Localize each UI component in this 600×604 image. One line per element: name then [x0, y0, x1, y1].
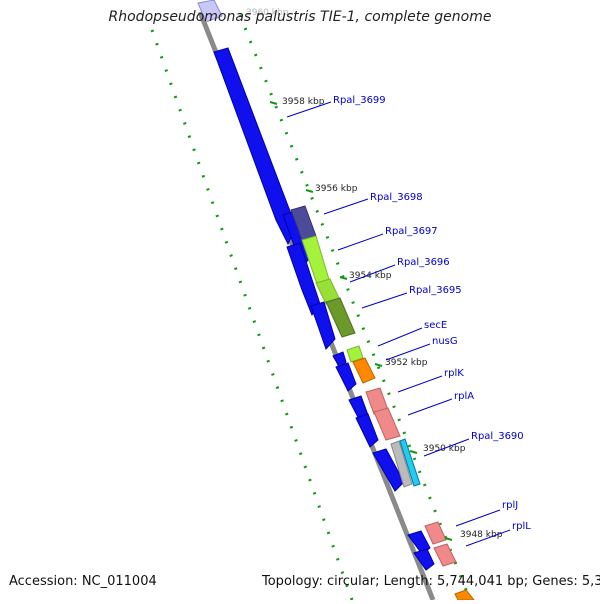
tick-mark [269, 101, 278, 105]
kbp-labels: 3960 kbp 3958 kbp 3956 kbp 3954 kbp 3952… [246, 8, 503, 540]
leader-line [455, 509, 501, 527]
reverse-strand-genes [197, 0, 435, 571]
leader-line [407, 398, 453, 416]
tick-label: 3960 kbp [246, 8, 289, 18]
leader-line [361, 292, 408, 309]
leader-line [397, 375, 443, 393]
leader-line [337, 233, 384, 251]
tick-label: 3948 kbp [460, 530, 503, 540]
block-orange-bottom [454, 589, 476, 601]
tick-label: 3952 kbp [385, 358, 428, 368]
leader-line [423, 438, 470, 457]
tick-label: 3956 kbp [315, 184, 358, 194]
gene-label-rplJ[interactable]: rplJ [502, 500, 518, 511]
leader-line [465, 529, 511, 547]
gene-label-rplA[interactable]: rplA [454, 391, 474, 402]
gene-label-rpal-3690[interactable]: Rpal_3690 [471, 431, 524, 442]
tick-label: 3954 kbp [349, 271, 392, 281]
gene-arrow-rpal-3696 [310, 301, 336, 350]
gene-label-rplL[interactable]: rplL [512, 521, 531, 532]
gene-arrow-secE [332, 351, 347, 369]
gene-arrow-top [197, 0, 223, 23]
topology-text: Topology: circular; Length: 5,744,041 bp… [262, 574, 600, 589]
block-pink-4 [433, 543, 457, 567]
leader-line [349, 264, 396, 283]
gene-label-lines [286, 101, 511, 547]
gene-arrow-rplA [355, 413, 379, 448]
block-cyan [399, 438, 421, 487]
block-lime-small [346, 345, 364, 363]
tick-mark [339, 276, 348, 280]
tick-mark [444, 537, 453, 541]
gene-label-rpal-3699[interactable]: Rpal_3699 [333, 95, 386, 106]
tick-label: 3950 kbp [423, 444, 466, 454]
gene-labels: Rpal_3699 Rpal_3698 Rpal_3697 Rpal_3696 … [333, 95, 531, 532]
gene-label-nusG[interactable]: nusG [432, 336, 458, 347]
tick-mark [374, 363, 383, 367]
tick-mark [305, 189, 314, 193]
gene-label-rpal-3698[interactable]: Rpal_3698 [370, 192, 423, 203]
gene-arrow-rplJ [407, 530, 431, 555]
leader-line [286, 101, 332, 118]
gene-label-rpal-3695[interactable]: Rpal_3695 [409, 285, 462, 296]
tick-mark [409, 450, 418, 454]
leader-line [323, 198, 369, 215]
block-orange [352, 357, 376, 384]
block-pink-3 [424, 521, 447, 545]
kbp-ticks [269, 101, 453, 541]
leader-line [385, 343, 431, 361]
gene-label-rplK[interactable]: rplK [444, 368, 464, 379]
block-olive [325, 297, 356, 338]
leader-line [377, 327, 423, 347]
gene-label-rpal-3696[interactable]: Rpal_3696 [397, 257, 450, 268]
cog-feature-blocks [290, 205, 476, 601]
block-grey [390, 440, 413, 488]
gene-arrow-nusG [335, 362, 357, 392]
tick-label: 3958 kbp [282, 97, 325, 107]
map-title: Rhodopseudomonas palustris TIE-1, comple… [108, 9, 492, 25]
block-pink-2 [373, 407, 401, 441]
gene-arrow-rplL [413, 548, 435, 571]
gene-label-secE[interactable]: secE [424, 320, 447, 331]
accession-text: Accession: NC_011004 [9, 574, 157, 589]
gene-label-rpal-3697[interactable]: Rpal_3697 [385, 226, 438, 237]
